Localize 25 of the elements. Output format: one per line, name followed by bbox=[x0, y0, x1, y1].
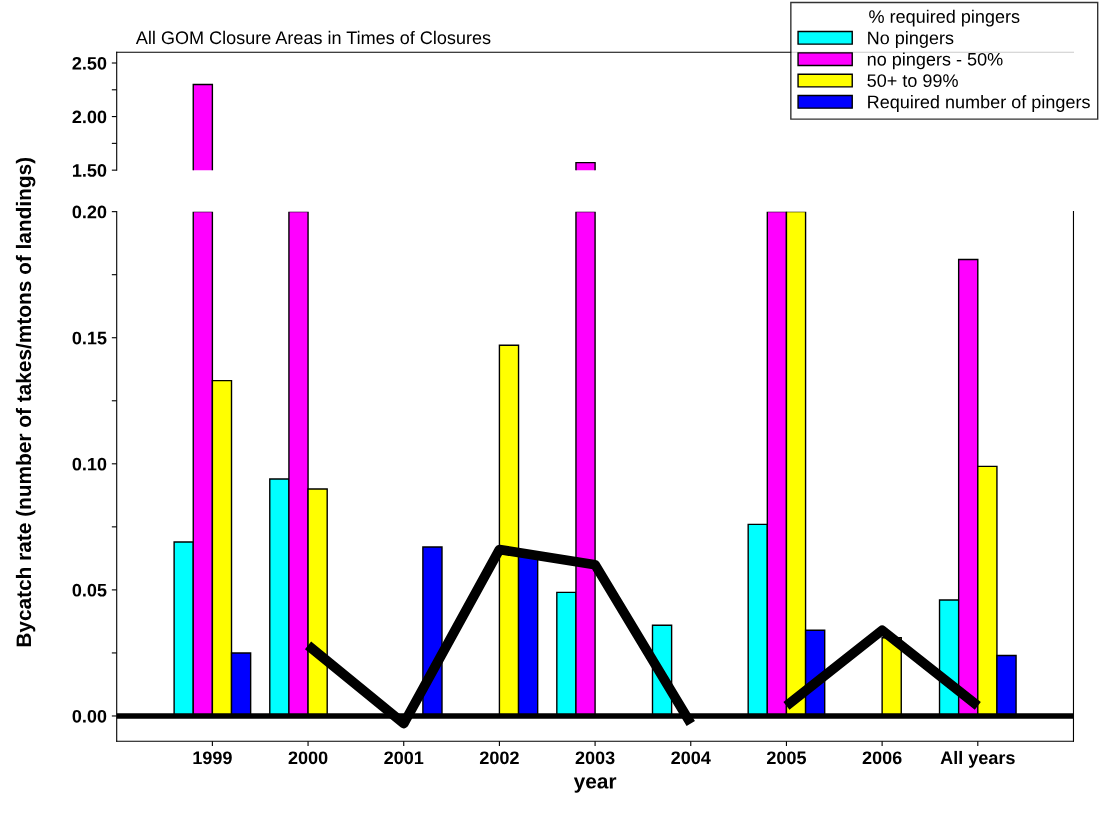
x-tick-label: 2000 bbox=[288, 751, 328, 765]
x-axis-title: year bbox=[573, 777, 617, 793]
legend-label: No pingers bbox=[868, 31, 954, 48]
x-tick-label: 2001 bbox=[384, 751, 424, 765]
y-tick-label: 2.50 bbox=[72, 56, 107, 70]
y-tick-label: 0.10 bbox=[72, 457, 107, 471]
y-tick-label: 0.20 bbox=[72, 205, 107, 219]
legend-label: Required number of pingers bbox=[868, 95, 1090, 112]
legend-title: % required pingers bbox=[869, 9, 1020, 27]
x-tick-label: 2002 bbox=[479, 751, 519, 765]
y-tick-label: 0.15 bbox=[72, 331, 107, 345]
y-tick-label: 0.05 bbox=[72, 583, 107, 597]
y-tick-label: 2.00 bbox=[72, 110, 107, 124]
x-tick-label: 2003 bbox=[575, 751, 615, 765]
x-tick-label: All years bbox=[940, 750, 1015, 768]
chart-title: All GOM Closure Areas in Times of Closures bbox=[135, 30, 491, 45]
legend-label: no pingers - 50% bbox=[867, 52, 1003, 70]
x-tick-label: 2005 bbox=[766, 751, 807, 765]
x-tick-label: 2006 bbox=[862, 751, 902, 765]
y-tick-label: 1.50 bbox=[72, 164, 107, 177]
x-tick-label: 1999 bbox=[193, 751, 232, 765]
y-tick-label: 0.00 bbox=[72, 709, 107, 723]
y-axis-title: Bycatch rate (number of takes/mtons of landings) bbox=[15, 157, 36, 647]
legend-label: 50+ to 99% bbox=[867, 74, 958, 88]
x-tick-label: 2004 bbox=[671, 751, 711, 765]
